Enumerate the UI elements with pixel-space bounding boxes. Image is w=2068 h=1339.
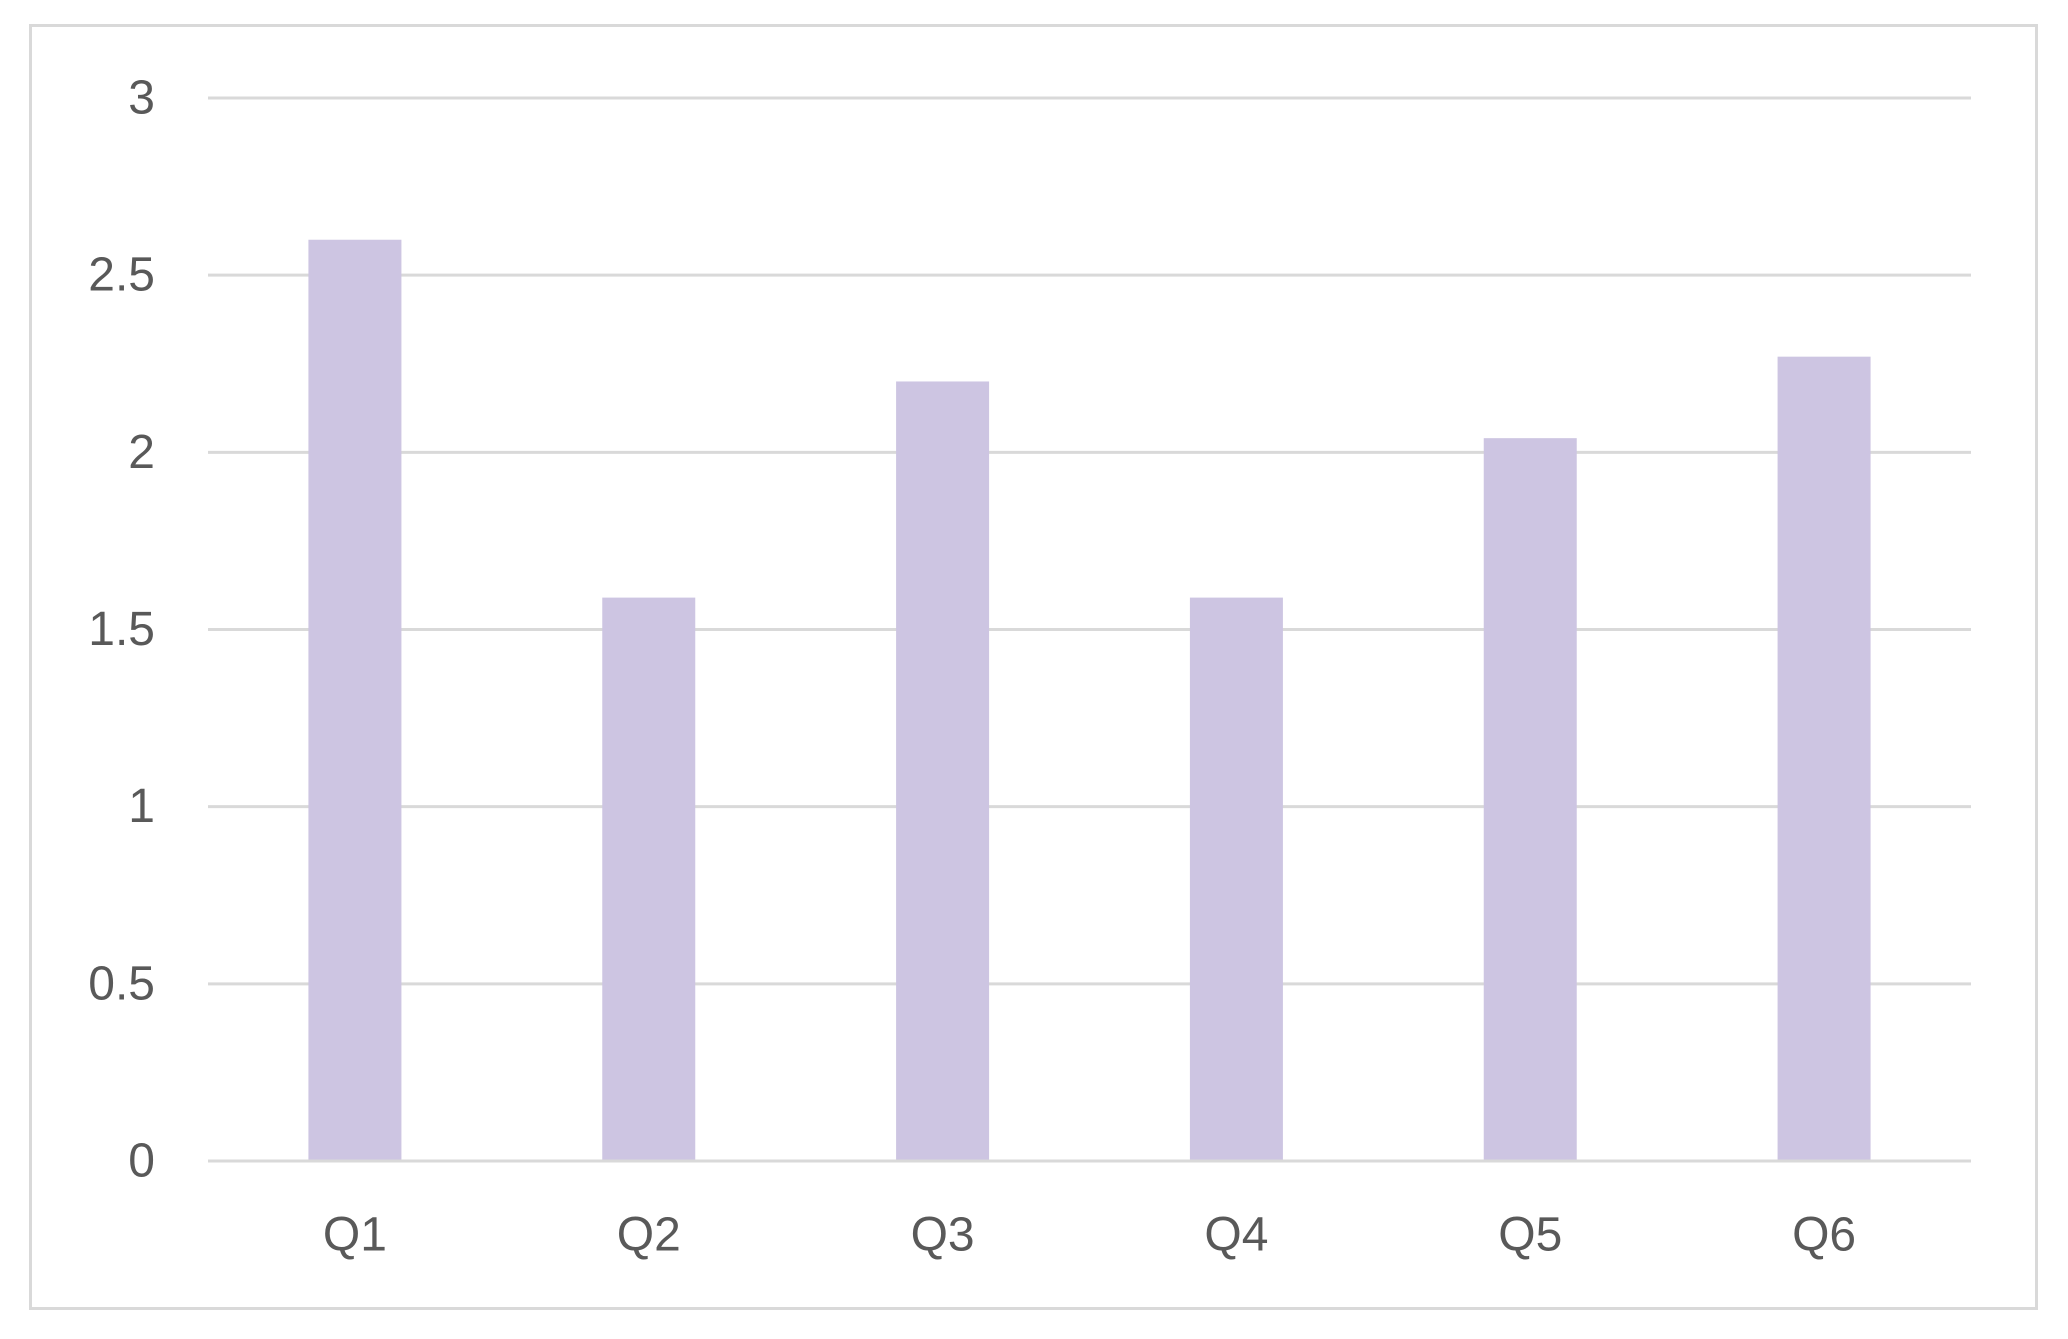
gridlines	[208, 96, 1971, 986]
x-tick-label: Q6	[1792, 1209, 1856, 1262]
bar-q6	[1777, 356, 1871, 1161]
x-tick-label: Q2	[617, 1209, 681, 1262]
x-tick-label: Q3	[911, 1209, 975, 1262]
y-tick-label: 2	[128, 426, 155, 479]
x-tick-label: Q4	[1204, 1209, 1268, 1262]
y-tick-label: 0	[128, 1135, 155, 1188]
y-axis-tick-labels: 0 0.5 1 1.5 2 2.5 3	[88, 72, 155, 1188]
bar-q3	[896, 381, 990, 1161]
bar-q5	[1483, 438, 1577, 1161]
y-tick-label: 3	[128, 72, 155, 125]
x-tick-label: Q5	[1498, 1209, 1562, 1262]
chart-frame: 0 0.5 1 1.5 2 2.5 3 Q1 Q2 Q3 Q4 Q5 Q6	[29, 24, 2038, 1310]
y-tick-label: 0.5	[88, 957, 155, 1010]
bar-q1	[308, 239, 402, 1161]
y-tick-label: 1	[128, 780, 155, 833]
x-tick-label: Q1	[323, 1209, 387, 1262]
bar-chart: 0 0.5 1 1.5 2 2.5 3 Q1 Q2 Q3 Q4 Q5 Q6	[88, 72, 1971, 1262]
bar-q4	[1189, 597, 1283, 1161]
bars	[308, 239, 1871, 1161]
y-tick-label: 2.5	[88, 249, 155, 302]
bar-q2	[602, 597, 696, 1161]
x-axis-tick-labels: Q1 Q2 Q3 Q4 Q5 Q6	[323, 1209, 1856, 1262]
y-tick-label: 1.5	[88, 603, 155, 656]
